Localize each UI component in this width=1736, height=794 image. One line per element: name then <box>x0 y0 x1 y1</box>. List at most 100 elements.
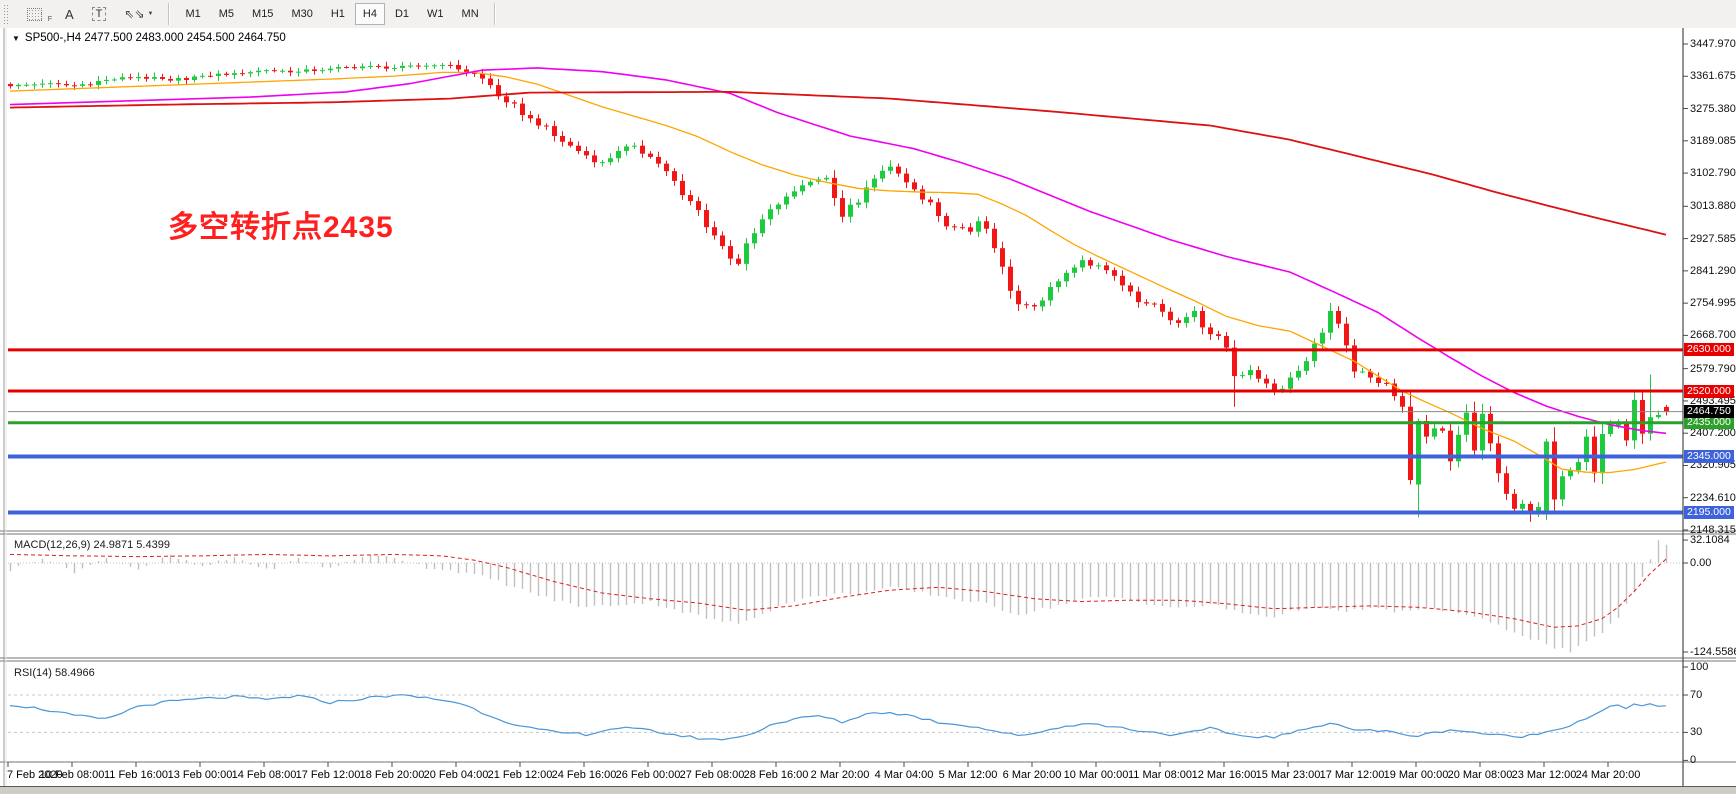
candle <box>1112 270 1117 276</box>
candle <box>216 73 221 76</box>
time-axis-label: 20 Mar 08:00 <box>1447 769 1513 781</box>
candle <box>1184 317 1189 323</box>
arrows-icon: ⇖⇘ <box>124 7 145 21</box>
candle <box>1328 310 1333 333</box>
chevron-down-icon: ▼ <box>147 11 154 17</box>
candle <box>856 202 861 205</box>
candle <box>160 77 165 79</box>
time-axis-label: 21 Feb 12:00 <box>487 769 553 781</box>
time-axis-label: 11 Feb 16:00 <box>103 769 169 781</box>
candle <box>1224 335 1229 348</box>
dropdown-triangle-icon: ▼ <box>12 34 20 43</box>
time-axis-label: 12 Mar 16:00 <box>1191 769 1257 781</box>
candle <box>1096 265 1101 267</box>
price-axis-label: 3447.970 <box>1690 38 1736 50</box>
candle <box>1584 436 1589 463</box>
candle <box>1312 343 1317 362</box>
candle <box>1512 493 1517 509</box>
macd-signal-line <box>9 553 1667 628</box>
text-label-tool-button[interactable]: A <box>57 3 82 25</box>
current-price-badge: 2464.750 <box>1684 405 1734 419</box>
timeframe-button-mn[interactable]: MN <box>461 8 479 20</box>
candle <box>392 67 397 69</box>
candle <box>640 145 645 154</box>
price-badge-2520.000: 2520.000 <box>1684 384 1734 398</box>
candle <box>928 199 933 203</box>
timeframe-button-h4[interactable]: H4 <box>354 3 385 25</box>
price-badge-2630.000: 2630.000 <box>1684 343 1734 357</box>
chart-annotation-text[interactable]: 多空转折点2435 <box>168 211 394 244</box>
candle <box>16 84 21 87</box>
toolbar-grip[interactable] <box>3 4 8 24</box>
candle <box>344 67 349 69</box>
candle <box>616 150 621 159</box>
candle <box>680 180 685 196</box>
candle <box>360 66 365 69</box>
candle <box>32 84 37 86</box>
candle <box>896 166 901 174</box>
timeframe-button-m30[interactable]: M30 <box>291 8 313 20</box>
candle <box>1616 423 1621 426</box>
arrow-objects-button[interactable]: ⇖⇘ ▼ <box>116 3 161 25</box>
candle <box>1368 371 1373 378</box>
candle <box>1232 347 1237 377</box>
candle <box>168 78 173 81</box>
letter-a-icon: A <box>65 6 74 22</box>
time-axis-label: 24 Mar 20:00 <box>1575 769 1641 781</box>
candle <box>1000 248 1005 267</box>
candle <box>408 65 413 67</box>
candle <box>888 166 893 171</box>
candle <box>304 69 309 72</box>
time-axis-label: 10 Mar 00:00 <box>1063 769 1129 781</box>
candle <box>1600 434 1605 474</box>
timeframe-button-h1[interactable]: H1 <box>330 8 345 20</box>
timeframe-button-m1[interactable]: M1 <box>185 8 201 20</box>
candle <box>1048 287 1053 301</box>
time-axis-label: 15 Mar 23:00 <box>1255 769 1321 781</box>
rsi-axis-label: 100 <box>1690 661 1709 673</box>
candle <box>1640 399 1645 434</box>
timeframe-button-m15[interactable]: M15 <box>252 8 274 20</box>
candle <box>880 170 885 179</box>
candle <box>512 102 517 104</box>
price-chart-canvas[interactable] <box>0 28 1736 793</box>
candle <box>40 83 45 85</box>
candle <box>920 189 925 200</box>
candle <box>424 65 429 67</box>
candle <box>1576 462 1581 471</box>
price-axis-label: 2579.790 <box>1690 362 1736 375</box>
candle <box>1216 334 1221 336</box>
timeframe-button-d1[interactable]: D1 <box>394 8 410 20</box>
price-axis-label: 3275.380 <box>1690 102 1736 115</box>
candle <box>1552 441 1557 500</box>
candle <box>256 70 261 73</box>
ma-slow-line <box>9 91 1667 236</box>
chart-panel[interactable]: ▼ SP500-,H4 2477.500 2483.000 2454.500 24… <box>0 28 1736 793</box>
candle <box>248 72 253 74</box>
candle <box>992 228 997 249</box>
candle <box>1416 420 1421 485</box>
candle <box>864 187 869 203</box>
price-axis-label: 2234.610 <box>1690 491 1736 504</box>
time-axis-label: 20 Feb 04:00 <box>423 769 489 781</box>
candle <box>544 125 549 127</box>
timeframe-button-m5[interactable]: M5 <box>218 8 235 20</box>
candle <box>904 173 909 183</box>
text-tool-button[interactable]: T <box>84 3 115 25</box>
candle <box>648 153 653 157</box>
candle <box>80 84 85 86</box>
candle <box>1424 420 1429 437</box>
candle <box>280 70 285 72</box>
timeframe-button-w1[interactable]: W1 <box>427 8 444 20</box>
grid-icon <box>26 7 42 21</box>
candle <box>1040 300 1045 307</box>
candle <box>440 64 445 66</box>
candle <box>56 83 61 85</box>
candle <box>752 233 757 244</box>
candle <box>1472 412 1477 451</box>
time-axis-label: 28 Feb 16:00 <box>743 769 809 781</box>
grid-f-icon[interactable]: F <box>13 3 55 25</box>
candle <box>528 115 533 119</box>
time-axis-label: 17 Mar 12:00 <box>1319 769 1385 781</box>
candle <box>688 195 693 202</box>
